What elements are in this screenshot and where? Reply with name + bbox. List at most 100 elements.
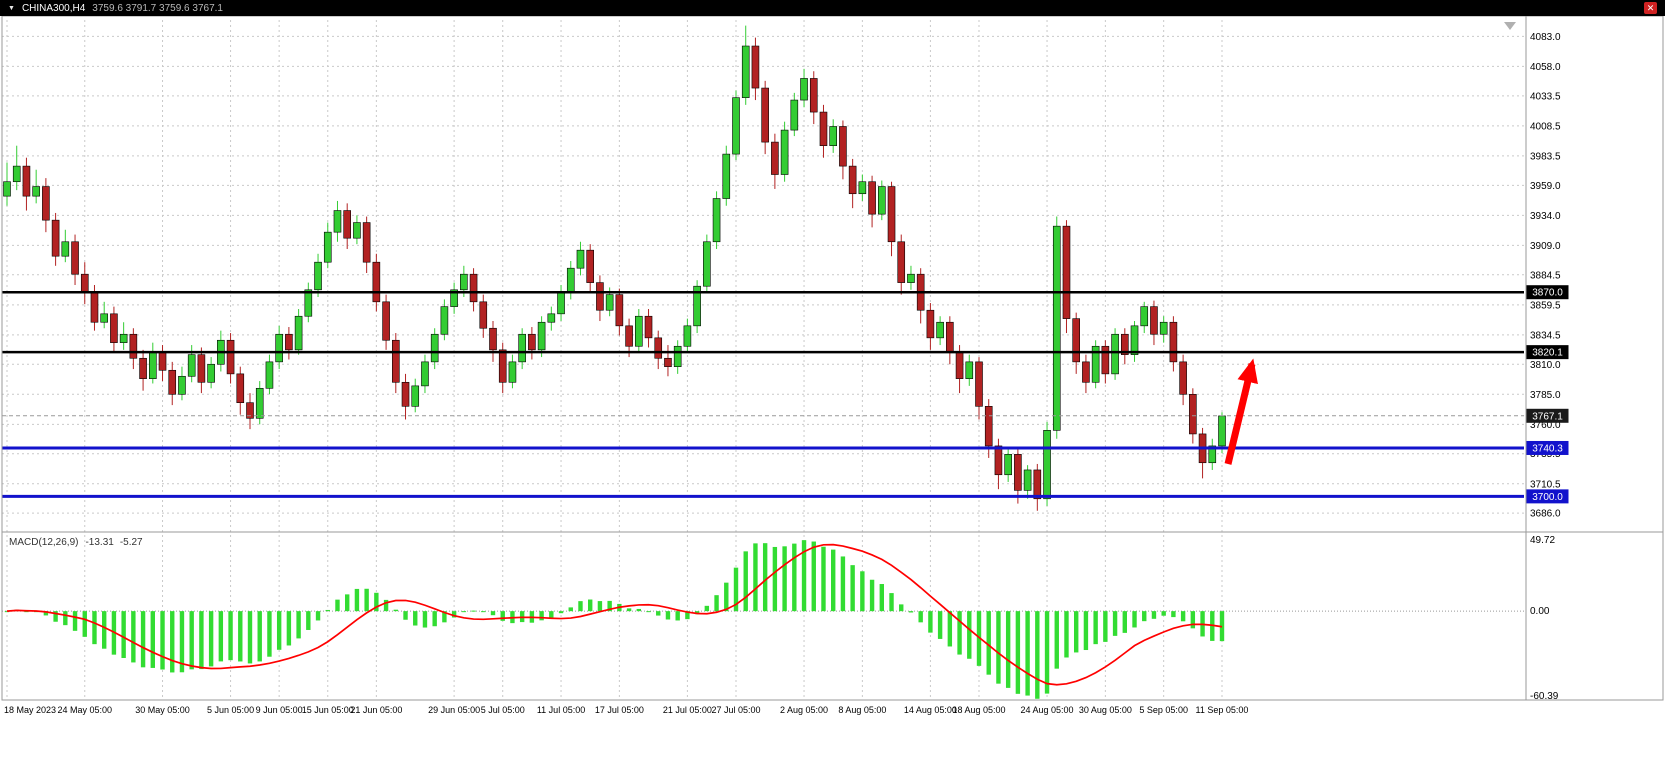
macd-histogram-bar: [578, 601, 583, 612]
macd-histogram-bar: [170, 611, 175, 673]
macd-histogram-bar: [743, 551, 748, 612]
bear-candle: [285, 333, 293, 351]
bear-candle: [139, 357, 147, 379]
bull-candle: [566, 267, 575, 293]
macd-histogram-bar: [1132, 611, 1137, 628]
macd-histogram-bar: [733, 567, 739, 612]
bull-candle: [673, 345, 682, 367]
bull-candle: [732, 97, 740, 155]
macd-histogram-bar: [986, 611, 991, 675]
macd-histogram-bar: [179, 611, 185, 673]
price-axis-label: 3884.5: [1530, 270, 1561, 281]
macd-histogram-bar: [869, 579, 875, 612]
macd-histogram-bar: [1161, 611, 1166, 616]
macd-histogram-bar: [461, 611, 467, 613]
bull-candle: [693, 285, 701, 327]
macd-histogram-bar: [53, 611, 58, 622]
macd-histogram-bar: [296, 611, 301, 639]
macd-histogram-bar: [286, 611, 292, 646]
bear-candle: [809, 78, 818, 113]
symbol-dropdown-icon[interactable]: ▼: [8, 4, 15, 12]
bear-candle: [1189, 393, 1197, 435]
bear-candle: [489, 327, 497, 351]
bull-candle: [207, 363, 215, 383]
bull-candle: [547, 313, 556, 323]
macd-histogram-bar: [704, 605, 710, 612]
price-axis-label: 4058.0: [1530, 62, 1561, 73]
macd-histogram-bar: [131, 611, 136, 663]
macd-histogram-bar: [1064, 611, 1069, 658]
macd-histogram-bar: [374, 592, 379, 612]
macd-histogram-bar: [694, 611, 700, 615]
macd-histogram-bar: [860, 571, 865, 612]
macd-histogram-bar: [1044, 611, 1050, 694]
bear-candle: [391, 339, 400, 383]
macd-histogram-bar: [238, 611, 243, 662]
bull-candle: [1052, 225, 1061, 431]
bear-candle: [615, 294, 624, 327]
macd-scale-label: 0.00: [1530, 606, 1550, 617]
bull-candle: [1218, 415, 1226, 447]
time-axis-label: 24 May 05:00: [57, 705, 112, 715]
bull-candle: [304, 289, 313, 317]
bull-candle: [907, 273, 915, 283]
bear-candle: [246, 402, 254, 419]
bear-candle: [42, 186, 50, 221]
bear-candle: [498, 349, 507, 383]
bull-candle: [829, 126, 838, 146]
bull-candle: [780, 129, 789, 175]
price-badge: [1526, 345, 1569, 360]
time-axis-label: 24 Aug 05:00: [1021, 705, 1074, 715]
macd-histogram-bar: [792, 543, 797, 612]
macd-histogram-bar: [1103, 611, 1108, 642]
bear-candle: [110, 313, 118, 343]
macd-histogram-bar: [597, 601, 603, 612]
time-axis-label: 5 Jun 05:00: [207, 705, 254, 715]
time-axis-label: 21 Jun 05:00: [350, 705, 402, 715]
price-badge-label: 3700.0: [1532, 492, 1563, 503]
bear-candle: [90, 291, 99, 323]
time-axis-label: 5 Sep 05:00: [1139, 705, 1188, 715]
chart-shift-marker[interactable]: [1504, 22, 1516, 30]
bull-candle: [703, 241, 711, 287]
bear-candle: [1101, 345, 1110, 375]
time-axis-label: 21 Jul 05:00: [663, 705, 712, 715]
macd-histogram-bar: [208, 611, 214, 667]
bull-candle: [314, 261, 322, 291]
macd-histogram-bar: [928, 611, 933, 633]
macd-histogram-bar: [257, 611, 262, 662]
price-axis-label: 3686.0: [1530, 509, 1561, 520]
bull-candle: [1140, 306, 1149, 327]
close-icon[interactable]: ✕: [1644, 2, 1657, 14]
bull-candle: [460, 273, 468, 291]
chart-canvas[interactable]: 4083.0 4058.0 4033.5 4008.5 3983.5 3959.0 3934…: [0, 16, 1665, 765]
bear-candle: [401, 381, 410, 407]
price-axis-label: 3810.0: [1530, 360, 1561, 371]
time-axis-label: 18 Aug 05:00: [952, 705, 1005, 715]
bear-candle: [664, 357, 672, 367]
bull-candle: [634, 315, 643, 347]
trend-arrow[interactable]: [1224, 358, 1258, 465]
bull-candle: [411, 385, 420, 407]
bear-candle: [839, 126, 847, 167]
macd-signal-line: [6, 543, 1223, 686]
price-badge: [1526, 440, 1569, 455]
macd-histogram-bar: [306, 611, 311, 630]
bull-candle: [294, 315, 303, 351]
macd-histogram-bar: [957, 611, 962, 655]
time-axis-label: 9 Jun 05:00: [256, 705, 303, 715]
time-axis-label: 15 Jun 05:00: [302, 705, 354, 715]
time-axis-label: 11 Sep 05:00: [1196, 705, 1249, 715]
macd-histogram-bar: [481, 611, 486, 613]
bear-candle: [80, 273, 89, 293]
bear-candle: [71, 241, 79, 275]
bull-candle: [32, 186, 40, 197]
bull-candle: [557, 291, 565, 315]
bull-candle: [1130, 325, 1139, 355]
bull-candle: [1208, 445, 1217, 464]
macd-histogram-bar: [247, 611, 253, 664]
macd-histogram-bar: [335, 599, 340, 612]
chart-frame: [1, 16, 1664, 701]
macd-histogram-bar: [675, 611, 680, 621]
bull-candle: [1159, 321, 1168, 335]
